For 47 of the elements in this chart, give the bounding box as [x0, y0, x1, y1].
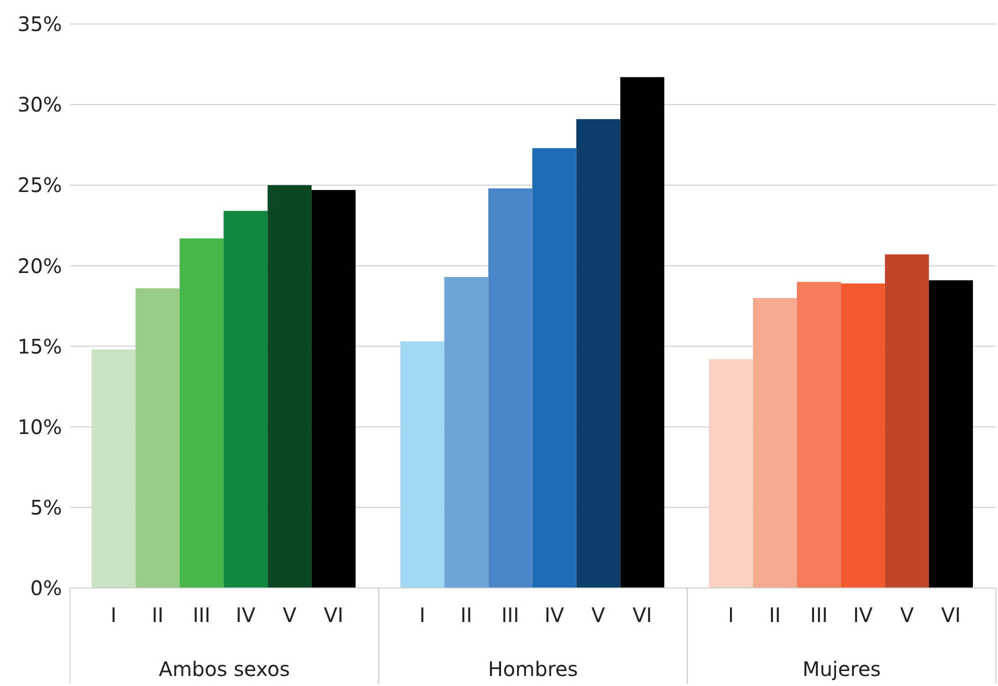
bar [224, 210, 268, 588]
text: V [900, 603, 914, 627]
bar [796, 282, 841, 588]
bar [620, 77, 664, 588]
series-label: II [152, 603, 164, 627]
text: II [460, 603, 472, 627]
bar [488, 188, 532, 588]
series-label: IV [236, 603, 256, 627]
text: VI [941, 603, 961, 627]
bar [444, 276, 488, 588]
text: III [501, 603, 520, 627]
y-tick-label: 35% [18, 12, 62, 36]
bar [136, 288, 180, 588]
y-tick-label: 30% [18, 92, 62, 117]
x-tick-label: Ambos sexos [158, 657, 290, 681]
y-tick-label: 25% [18, 173, 62, 198]
bar [884, 254, 929, 588]
y-tick-label: 20% [18, 254, 62, 278]
text: II [769, 603, 781, 627]
y-tick-label: 10% [18, 414, 62, 439]
series-label: III [192, 603, 210, 627]
bar [268, 185, 312, 588]
text: III [810, 603, 828, 627]
bar [180, 238, 224, 588]
bar [312, 190, 356, 588]
text: VI [632, 603, 652, 627]
bar [928, 280, 973, 588]
bar [92, 350, 136, 588]
y-tick-label: 15% [18, 334, 62, 358]
series-label: V [282, 603, 297, 627]
bar [840, 283, 885, 588]
text: I [419, 603, 426, 627]
series-label: I [110, 603, 117, 627]
text: V [591, 603, 606, 627]
text: I [728, 603, 734, 627]
series-label: VI [324, 603, 344, 627]
y-tick-label: 0% [30, 576, 62, 600]
bar [532, 148, 576, 588]
y-tick-label: 5% [30, 496, 62, 520]
text: IV [853, 603, 873, 627]
text: IV [544, 603, 564, 627]
x-tick-label: Hombres [488, 657, 578, 681]
bar [576, 119, 620, 588]
bar [752, 298, 797, 588]
x-tick-label: Mujeres [802, 657, 881, 681]
bar [708, 359, 753, 588]
bar [400, 341, 444, 588]
